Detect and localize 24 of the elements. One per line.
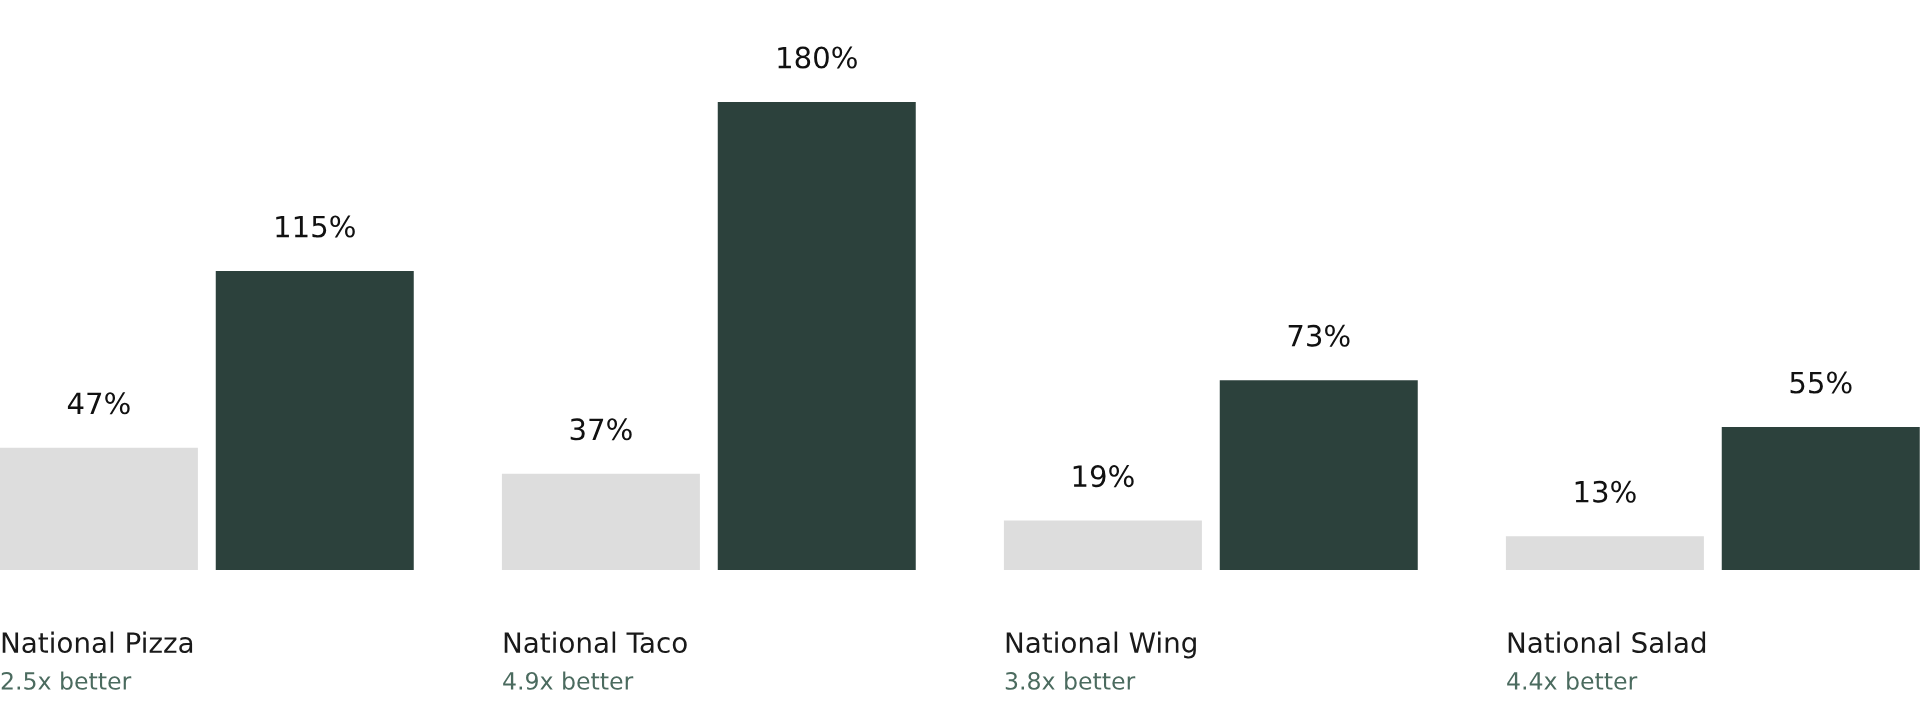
text: 4.4x better [1507,671,1638,690]
data-label: 180% [778,46,857,69]
bar [1505,536,1704,570]
data-label: 115% [276,215,355,238]
data-label: 55% [1790,371,1852,394]
x-tick-label: National Salad [1508,631,1706,654]
bar [1219,380,1418,570]
bar [215,271,414,570]
bar [1721,427,1920,570]
x-tick-label: National Pizza [2,631,193,654]
data-label: 47% [67,392,130,415]
bar [0,447,198,570]
text: 4.9x better [503,671,634,690]
x-tick-label: National Wing [1006,631,1196,659]
bar [717,102,916,570]
data-label: 37% [570,418,632,441]
text: 3.8x better [1005,671,1136,690]
x-tick-label: National Taco [504,631,687,654]
data-label: 19% [1073,465,1134,488]
bar [1003,520,1202,570]
data-label: 13% [1575,480,1636,503]
bar [501,473,700,570]
data-label: 73% [1288,324,1350,347]
text: 2.5x better [1,671,132,690]
